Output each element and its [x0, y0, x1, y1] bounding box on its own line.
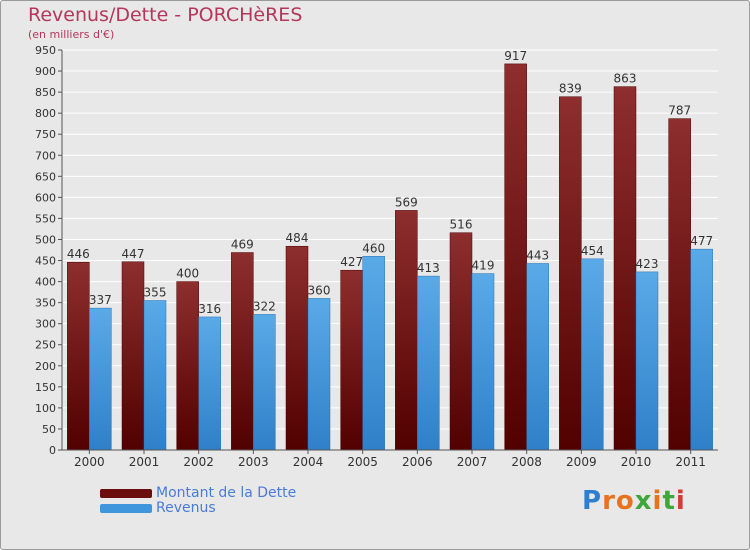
- bar-revenus: [526, 263, 549, 451]
- y-tick-label: 50: [42, 423, 56, 436]
- bar-revenus: [143, 300, 167, 451]
- data-label-dette: 569: [395, 195, 418, 209]
- x-tick-label: 2009: [566, 455, 597, 469]
- y-tick-label: 350: [35, 297, 56, 310]
- bar-dette: [613, 86, 637, 451]
- bar-dette: [67, 261, 90, 451]
- bar-dette: [176, 281, 199, 451]
- x-tick-label: 2002: [183, 455, 214, 469]
- y-tick-label: 500: [35, 233, 56, 246]
- y-tick-label: 0: [49, 444, 56, 457]
- legend-label-revenus: Revenus: [156, 500, 216, 516]
- data-label-revenus: 454: [581, 244, 604, 258]
- data-label-revenus: 413: [417, 261, 440, 275]
- bar-dette: [559, 96, 582, 451]
- y-tick-label: 850: [35, 86, 56, 99]
- data-label-revenus: 443: [526, 248, 549, 262]
- x-tick-label: 2007: [457, 455, 488, 469]
- data-label-dette: 863: [614, 72, 637, 86]
- bar-revenus: [581, 258, 604, 451]
- data-label-dette: 446: [67, 247, 90, 261]
- bar-revenus: [307, 298, 331, 451]
- x-tick-label: 2001: [129, 455, 160, 469]
- bar-dette: [340, 269, 363, 451]
- bar-revenus: [198, 316, 221, 451]
- y-tick-label: 200: [35, 360, 56, 373]
- x-tick-label: 2000: [74, 455, 105, 469]
- data-label-dette: 400: [176, 267, 199, 281]
- data-label-revenus: 316: [198, 302, 221, 316]
- bar-dette: [285, 245, 309, 451]
- data-label-revenus: 322: [253, 299, 276, 313]
- y-tick-label: 600: [35, 191, 56, 204]
- plot-area: [62, 50, 718, 450]
- data-label-dette: 917: [504, 49, 527, 63]
- chart-subtitle: (en milliers d'€): [28, 28, 115, 41]
- data-label-revenus: 423: [636, 257, 659, 271]
- y-tick-label: 150: [35, 381, 56, 394]
- y-tick-label: 650: [35, 170, 56, 183]
- legend-label-dette: Montant de la Dette: [156, 485, 297, 501]
- bar-dette: [504, 63, 527, 451]
- y-axis-ticks: 0 50 100 150 200 250 300 350 400 450 500 550 600 650 7…: [35, 44, 63, 457]
- data-label-revenus: 355: [144, 286, 167, 300]
- x-axis-ticks: 2000 2001 2002 2003 2004 2005 2006 2007 2008 2009…: [62, 449, 718, 469]
- chart-title: Revenus/Dette - PORCHèRES: [28, 4, 303, 26]
- y-tick-label: 450: [35, 255, 56, 268]
- legend-swatch-revenus: [100, 504, 152, 513]
- bar-revenus: [417, 275, 440, 451]
- bar-dette: [395, 210, 418, 451]
- data-label-dette: 516: [450, 218, 473, 232]
- bar-dette: [449, 232, 473, 451]
- bar-revenus: [253, 314, 276, 451]
- bar-dette: [668, 118, 691, 451]
- data-label-dette: 484: [286, 231, 309, 245]
- bar-dette: [231, 252, 254, 451]
- y-tick-label: 700: [35, 149, 56, 162]
- bar-revenus: [89, 307, 112, 451]
- x-tick-label: 2008: [511, 455, 542, 469]
- y-tick-label: 300: [35, 318, 56, 331]
- data-label-revenus: 360: [308, 283, 331, 297]
- data-label-dette: 839: [559, 82, 582, 96]
- data-label-revenus: 477: [690, 234, 713, 248]
- data-label-revenus: 419: [472, 259, 495, 273]
- y-tick-label: 400: [35, 276, 56, 289]
- y-tick-label: 250: [35, 339, 56, 352]
- y-tick-label: 800: [35, 107, 56, 120]
- legend-swatch-dette: [100, 489, 152, 498]
- data-label-dette: 447: [122, 247, 145, 261]
- y-tick-label: 750: [35, 128, 56, 141]
- bar-revenus: [635, 271, 659, 451]
- x-tick-label: 2003: [238, 455, 269, 469]
- y-tick-label: 550: [35, 212, 56, 225]
- x-tick-label: 2006: [402, 455, 433, 469]
- data-label-revenus: 460: [362, 241, 385, 255]
- data-label-dette: 427: [340, 255, 363, 269]
- y-tick-label: 900: [35, 65, 56, 78]
- x-tick-label: 2010: [621, 455, 652, 469]
- y-tick-label: 100: [35, 402, 56, 415]
- grid: [62, 49, 718, 451]
- data-label-dette: 787: [668, 104, 691, 118]
- x-tick-label: 2005: [347, 455, 378, 469]
- data-label-revenus: 337: [89, 293, 112, 307]
- y-tick-label: 950: [35, 44, 56, 57]
- bar-dette: [121, 261, 145, 451]
- x-tick-label: 2004: [293, 455, 324, 469]
- bar-revenus: [362, 256, 385, 451]
- data-label-dette: 469: [231, 238, 254, 252]
- bar-revenus: [690, 248, 713, 451]
- bar-revenus: [471, 273, 495, 451]
- x-tick-label: 2011: [675, 455, 706, 469]
- proxiti-logo: Proxiti: [582, 486, 686, 516]
